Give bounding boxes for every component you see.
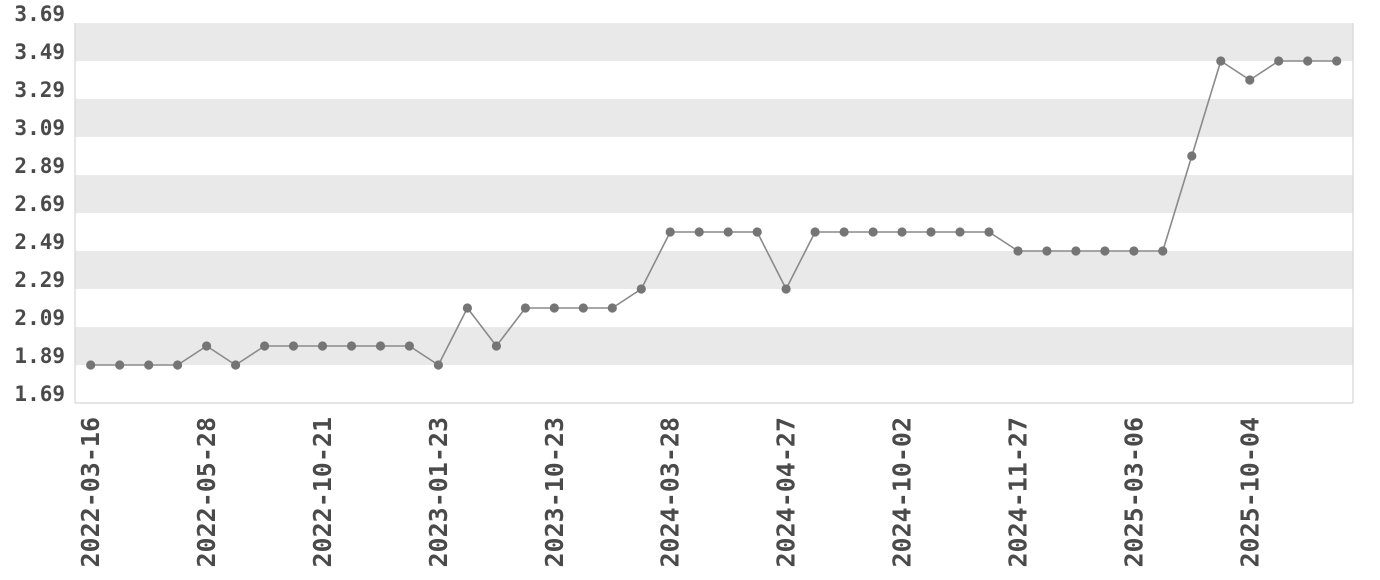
data-point [231, 360, 241, 370]
line-series [86, 56, 1342, 370]
data-point [1332, 56, 1342, 66]
y-axis-tick-label: 1.69 [14, 382, 65, 406]
data-point [1100, 246, 1110, 256]
grid-band [75, 251, 1353, 289]
x-axis-tick-label: 2024-03-28 [656, 417, 685, 568]
y-axis-tick-label: 3.29 [14, 78, 65, 102]
data-point [491, 341, 501, 351]
y-axis-tick-label: 3.49 [14, 40, 65, 64]
grid-band [75, 175, 1353, 213]
data-point [86, 360, 96, 370]
data-point [549, 303, 559, 313]
data-point [433, 360, 443, 370]
data-point [1216, 56, 1226, 66]
x-axis-labels: 2022-03-16 2022-05-28 2022-10-21 2023-01-23… [76, 417, 1264, 568]
data-point [723, 227, 733, 237]
data-point [636, 284, 646, 294]
grid-bands [75, 23, 1353, 365]
x-axis-tick-label: 2024-10-02 [888, 417, 917, 568]
x-axis-tick-label: 2023-01-23 [424, 417, 453, 568]
data-point [839, 227, 849, 237]
y-axis-tick-label: 2.49 [14, 230, 65, 254]
data-point [173, 360, 183, 370]
data-point [1187, 151, 1197, 161]
data-point [202, 341, 212, 351]
data-point [868, 227, 878, 237]
data-point [1274, 56, 1284, 66]
data-point [404, 341, 414, 351]
data-point [578, 303, 588, 313]
data-point [926, 227, 936, 237]
y-axis-tick-label: 3.09 [14, 116, 65, 140]
x-axis-tick-label: 2022-10-21 [308, 417, 337, 568]
x-axis-tick-label: 2022-05-28 [192, 417, 221, 568]
y-axis-tick-label: 2.29 [14, 268, 65, 292]
series-line [90, 60, 1337, 366]
data-point [1042, 246, 1052, 256]
data-point [115, 360, 125, 370]
data-point [1303, 56, 1313, 66]
data-point [607, 303, 617, 313]
data-point [694, 227, 704, 237]
data-point [375, 341, 386, 351]
y-axis-tick-label: 2.69 [14, 192, 65, 216]
axis-borders [74, 23, 1354, 404]
data-point [1013, 246, 1023, 256]
data-point [462, 303, 472, 313]
data-point [1071, 246, 1081, 256]
data-point [955, 227, 965, 237]
x-axis-tick-label: 2025-10-04 [1235, 417, 1264, 568]
y-axis-labels: 3.69 3.49 3.29 3.09 2.89 2.69 2.49 2.29 2.09 1.89… [14, 2, 65, 406]
grid-band [75, 99, 1353, 137]
data-point [144, 360, 154, 370]
data-point [1129, 246, 1139, 256]
data-point [317, 341, 328, 351]
y-axis-tick-label: 1.89 [14, 344, 65, 368]
data-point [346, 341, 357, 351]
data-point [665, 227, 675, 237]
data-point [897, 227, 907, 237]
x-axis-tick-label: 2024-11-27 [1004, 417, 1033, 568]
x-axis-tick-label: 2025-03-06 [1119, 417, 1148, 568]
y-axis-tick-label: 3.69 [14, 2, 65, 26]
x-axis-tick-label: 2023-10-23 [540, 417, 569, 568]
x-axis-tick-label: 2024-04-27 [772, 417, 801, 568]
data-point [1245, 75, 1255, 85]
data-point [752, 227, 762, 237]
data-point [520, 303, 531, 313]
data-point [1158, 246, 1168, 256]
data-point [260, 341, 270, 351]
data-point [984, 227, 994, 237]
grid-band [75, 23, 1353, 61]
x-axis-tick-label: 2022-03-16 [76, 417, 105, 568]
data-point [810, 227, 820, 237]
y-axis-tick-label: 2.89 [14, 154, 65, 178]
y-axis-tick-label: 2.09 [14, 306, 65, 330]
data-point [781, 284, 791, 294]
data-point [288, 341, 299, 351]
